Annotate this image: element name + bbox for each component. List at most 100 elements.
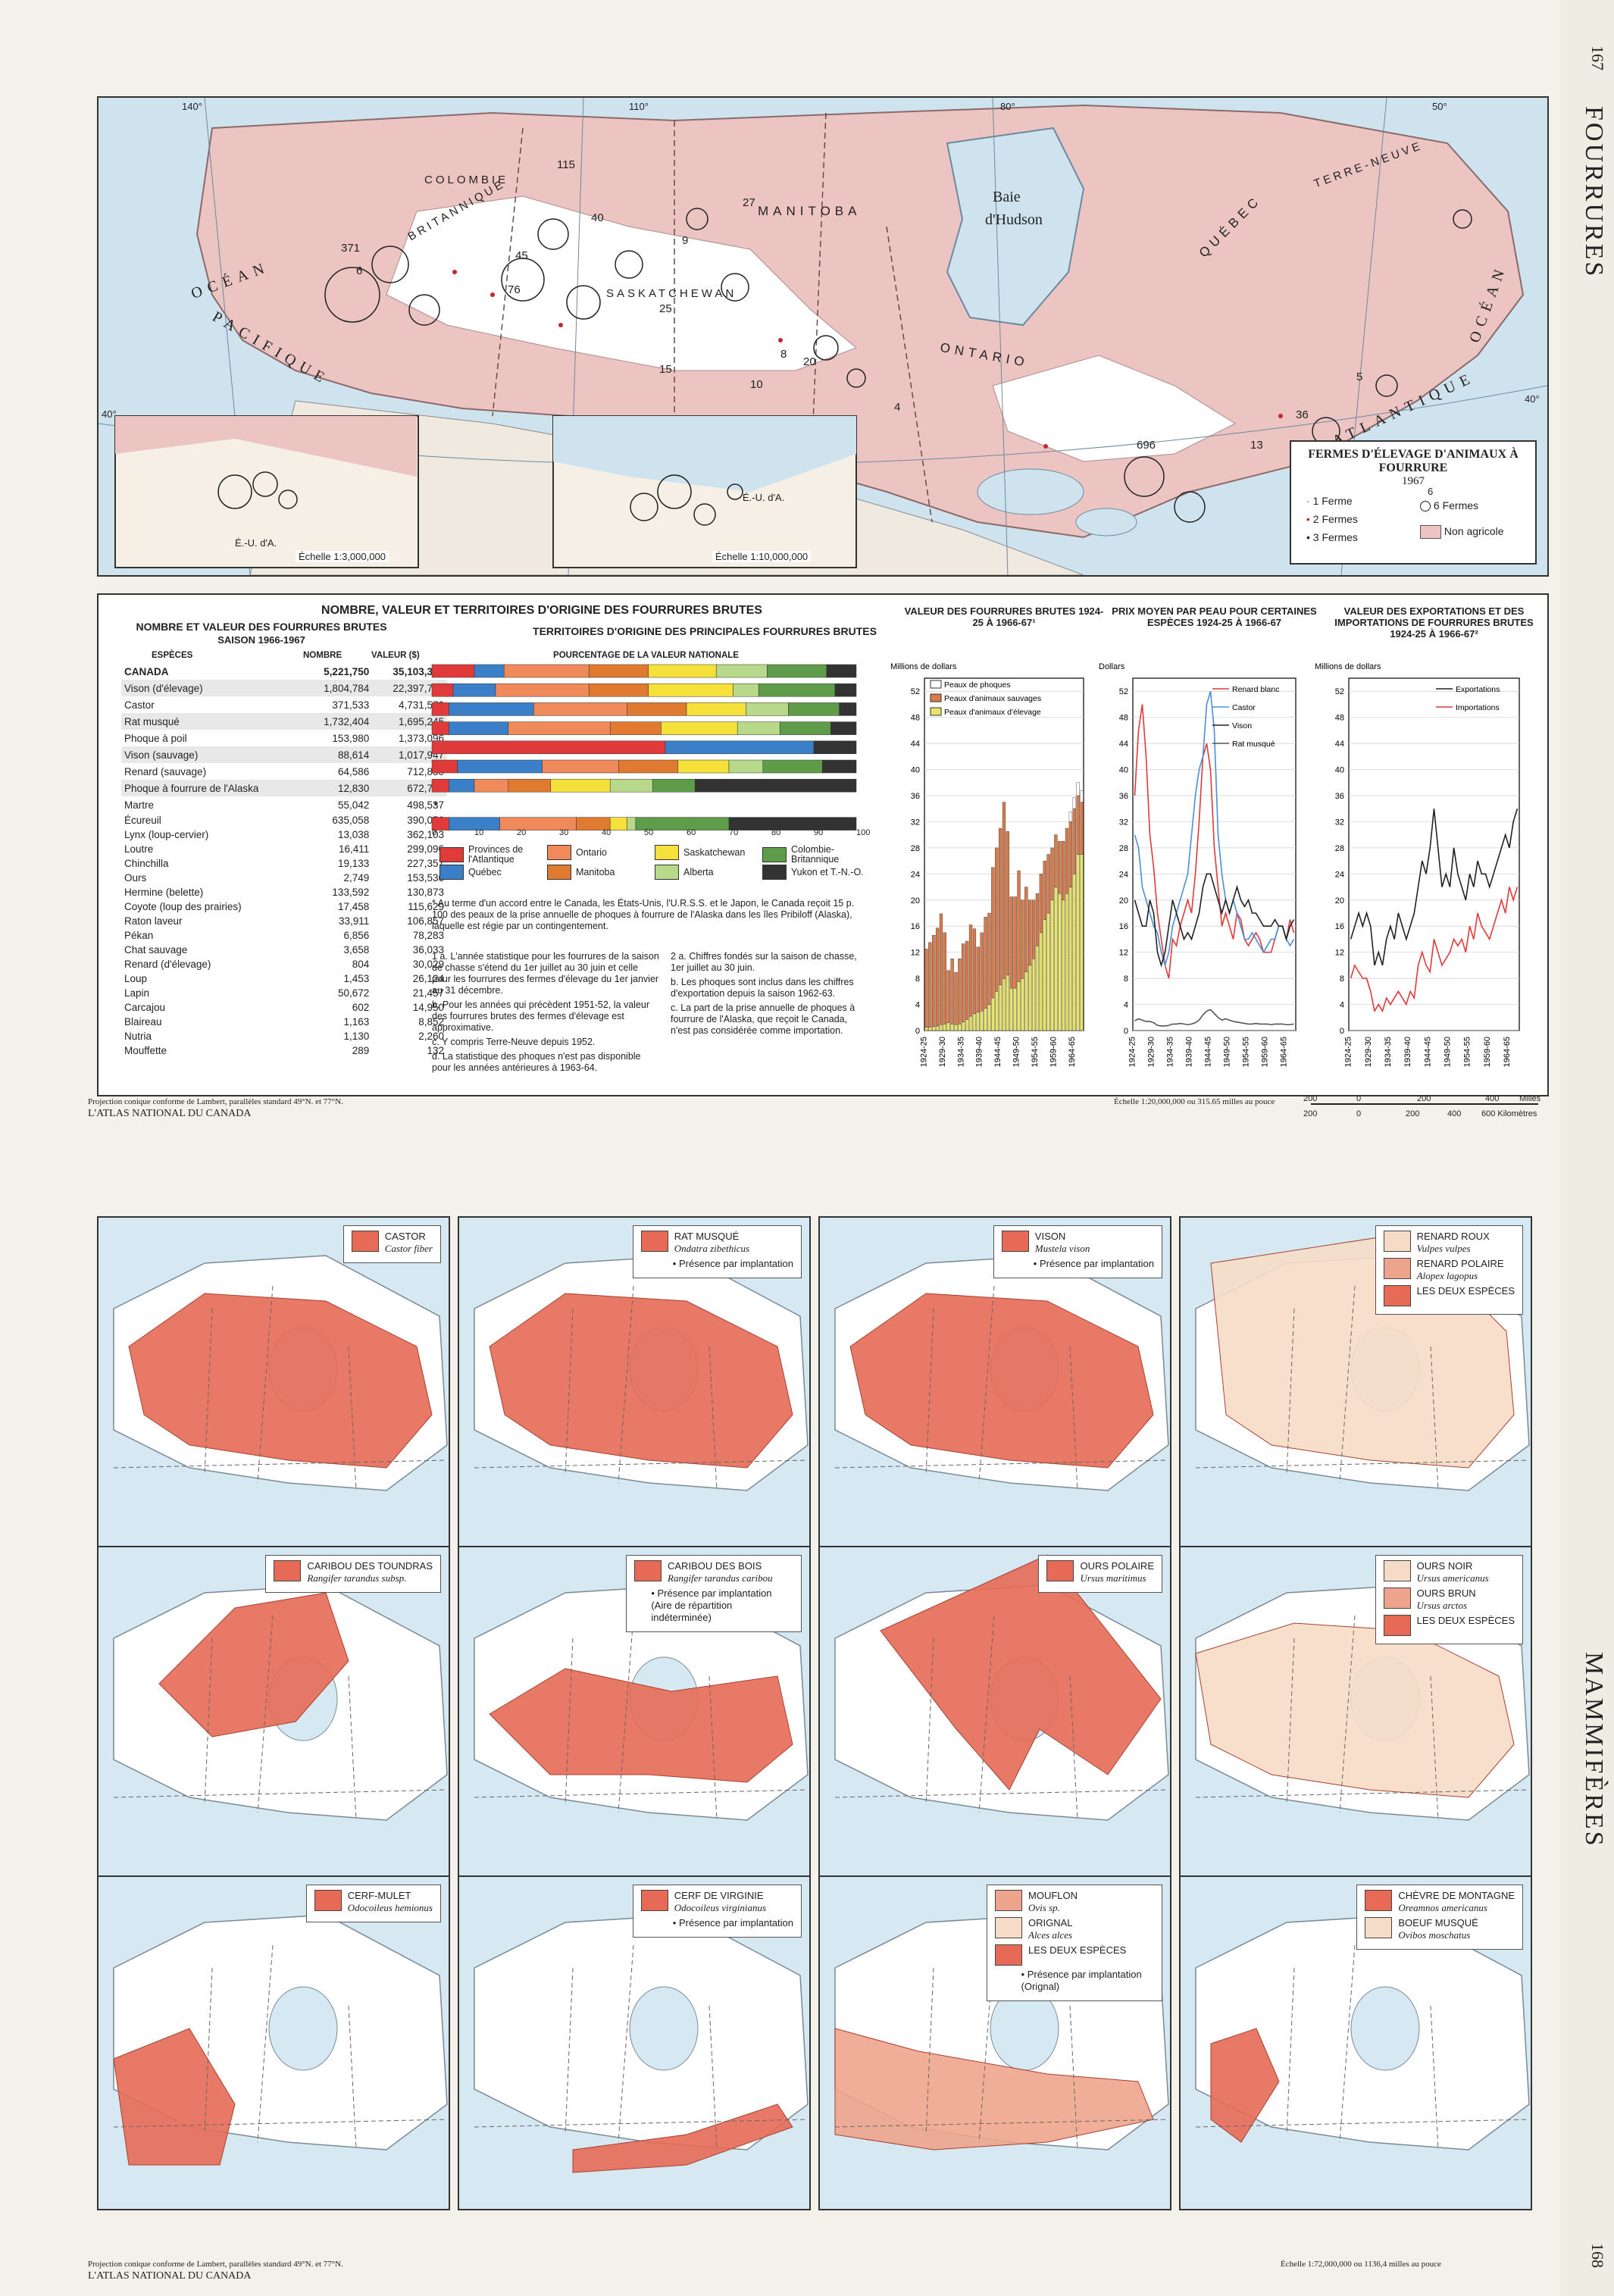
territory-bar-segment xyxy=(508,721,611,735)
bar xyxy=(1028,965,1032,1031)
y-tick-label: 20 xyxy=(1335,896,1344,906)
distribution-map-svg xyxy=(113,1584,448,1821)
legend-text: OURS BRUN Ursus arctos xyxy=(1417,1587,1476,1612)
farm-count: 40 xyxy=(591,211,604,224)
bar xyxy=(1065,893,1069,1031)
y-tick-label: 40 xyxy=(1335,766,1344,775)
range-swatch xyxy=(640,1890,668,1911)
farm-count: 8 xyxy=(780,348,787,361)
farm-legend: FERMES D'ÉLEVAGE D'ANIMAUX À FOURRURE 19… xyxy=(1290,440,1537,565)
species-common-name: RENARD ROUX xyxy=(1416,1231,1490,1242)
legend-text: LES DEUX ESPÈCES xyxy=(1028,1944,1126,1966)
inset-right-scale: Échelle 1:10,000,000 xyxy=(712,551,812,562)
species-latin-name: Mustela vison xyxy=(1034,1243,1090,1254)
farm-count: 25 xyxy=(659,302,672,315)
distribution-map-svg xyxy=(834,1554,1169,1821)
range-swatch xyxy=(274,1560,302,1581)
territory-bar-segment xyxy=(474,778,509,793)
distribution-map: CHÈVRE DE MONTAGNE Oreamnos americanus BOE… xyxy=(1179,1875,1532,2210)
bar xyxy=(962,943,965,1023)
y-tick-label: 32 xyxy=(1335,818,1344,827)
range-area xyxy=(489,1668,793,1783)
footnote: d. La statistique des phoques n'est pas … xyxy=(432,1051,641,1073)
species-latin-name: Rangifer tarandus caribou xyxy=(668,1572,773,1584)
legend-text: • Présence par implantation xyxy=(673,1258,793,1270)
bar xyxy=(1072,874,1076,1031)
species-value: 106,857 xyxy=(407,915,444,927)
province-label: Provinces de l'Atlantique xyxy=(468,844,524,865)
farm-count: 36 xyxy=(1296,408,1309,421)
borders xyxy=(113,1285,448,1491)
bar xyxy=(1050,899,1054,1031)
x-tick-label: 1959-60 xyxy=(1261,1037,1270,1067)
y-tick-label: 32 xyxy=(911,818,920,827)
bar xyxy=(1013,896,1017,989)
y-tick-label: 52 xyxy=(1335,687,1344,696)
chart-title: VALEUR DES EXPORTATIONS ET DES IMPORTATI… xyxy=(1334,605,1534,640)
territory-bar-segment xyxy=(834,683,857,697)
legend-entry: CASTOR Castor fiber xyxy=(351,1231,433,1255)
legend-entry: RENARD POLAIRE Alopex lagopus xyxy=(1383,1258,1515,1282)
y-tick-label: 28 xyxy=(1335,844,1344,853)
legend-entry: • Présence par implantation xyxy=(1002,1258,1154,1270)
y-tick-label: 8 xyxy=(1340,974,1344,984)
species-number: 1,732,404 xyxy=(305,713,373,730)
chart-title: PRIX MOYEN PAR PEAU POUR CERTAINES ESPÈC… xyxy=(1112,605,1317,628)
species-number: 635,058 xyxy=(332,815,370,826)
species-number: 64,586 xyxy=(337,765,370,777)
lon-label-110: 110° xyxy=(629,101,649,112)
bar xyxy=(932,935,936,1028)
species-name: Phoque à poil xyxy=(124,732,187,744)
farm-count: 9 xyxy=(682,234,689,247)
table-row: Nutria 1,130 2,260 xyxy=(121,1029,447,1043)
y-tick-label: 8 xyxy=(915,974,920,984)
series-line xyxy=(1134,1009,1294,1027)
footnote: 2 a. Chiffres fondés sur la saison de ch… xyxy=(671,951,857,973)
footnote: 1 a. L'année statistique pour les fourru… xyxy=(432,951,659,996)
province-legend-item: Saskatchewan xyxy=(655,845,761,860)
range-swatch xyxy=(1383,1285,1411,1306)
y-tick-label: 16 xyxy=(911,922,920,931)
table-row: Chinchilla 19,133 227,357 xyxy=(121,856,447,871)
distribution-map-svg xyxy=(474,1584,809,1821)
y-tick-label: 20 xyxy=(1119,896,1128,906)
bar xyxy=(1076,795,1080,855)
legend-text: CERF DE VIRGINIE Odocoileus virginianus xyxy=(674,1890,766,1914)
bar xyxy=(946,970,950,1023)
territory-bar-segment xyxy=(533,702,627,716)
bar xyxy=(932,1026,936,1031)
legend-text: • Présence par implantation (Aire de rép… xyxy=(651,1587,793,1624)
y-tick-label: 0 xyxy=(1124,1027,1128,1036)
range-swatch xyxy=(1046,1560,1074,1581)
scale-note-bottom: Échelle 1:72,000,000 ou 1136,4 milles au… xyxy=(1281,2260,1441,2269)
legend-text: CARIBOU DES BOIS Rangifer tarandus caribo… xyxy=(668,1560,773,1584)
distribution-map: RENARD ROUX Vulpes vulpes RENARD POLAIRE Al… xyxy=(1179,1216,1532,1551)
territory-bar-segment xyxy=(728,759,764,774)
y-tick-label: 0 xyxy=(915,1027,920,1036)
x-tick-label: 1924-25 xyxy=(919,1037,928,1067)
y-tick-label: 32 xyxy=(1119,818,1128,827)
distribution-map-svg xyxy=(474,1255,809,1491)
territory-bar-segment xyxy=(779,721,831,735)
bar xyxy=(1058,893,1062,1031)
table-row: Phoque à fourrure de l'Alaska 12,830 672,7… xyxy=(121,780,447,796)
bar xyxy=(939,913,943,1025)
species-number: 50,672 xyxy=(337,987,370,999)
inset-label-right: É.-U. d'A. xyxy=(743,492,785,503)
scale-note-top: Échelle 1:20,000,000 ou 315.65 milles au… xyxy=(1114,1097,1275,1106)
table-row: Vison (d'élevage) 1,804,784 22,397,717 xyxy=(121,680,447,696)
bar xyxy=(1013,987,1017,1031)
species-value: 21,457 xyxy=(412,987,444,999)
bar xyxy=(1054,887,1058,1031)
territory-bar-segment xyxy=(788,702,840,716)
x-tick-label: 1944-45 xyxy=(1204,1037,1213,1067)
species-common-name: LES DEUX ESPÈCES xyxy=(1028,1944,1127,1956)
distribution-map: RAT MUSQUÉ Ondatra zibethicus • Présence p… xyxy=(458,1216,811,1551)
bar xyxy=(1035,945,1040,1031)
species-name: Rat musqué xyxy=(121,713,305,730)
species-value: 78,283 xyxy=(412,930,444,941)
province-legend-item: Ontario xyxy=(547,845,653,860)
territory-bar-segment xyxy=(609,778,653,793)
range-swatch xyxy=(314,1890,342,1911)
bar xyxy=(950,959,954,1024)
